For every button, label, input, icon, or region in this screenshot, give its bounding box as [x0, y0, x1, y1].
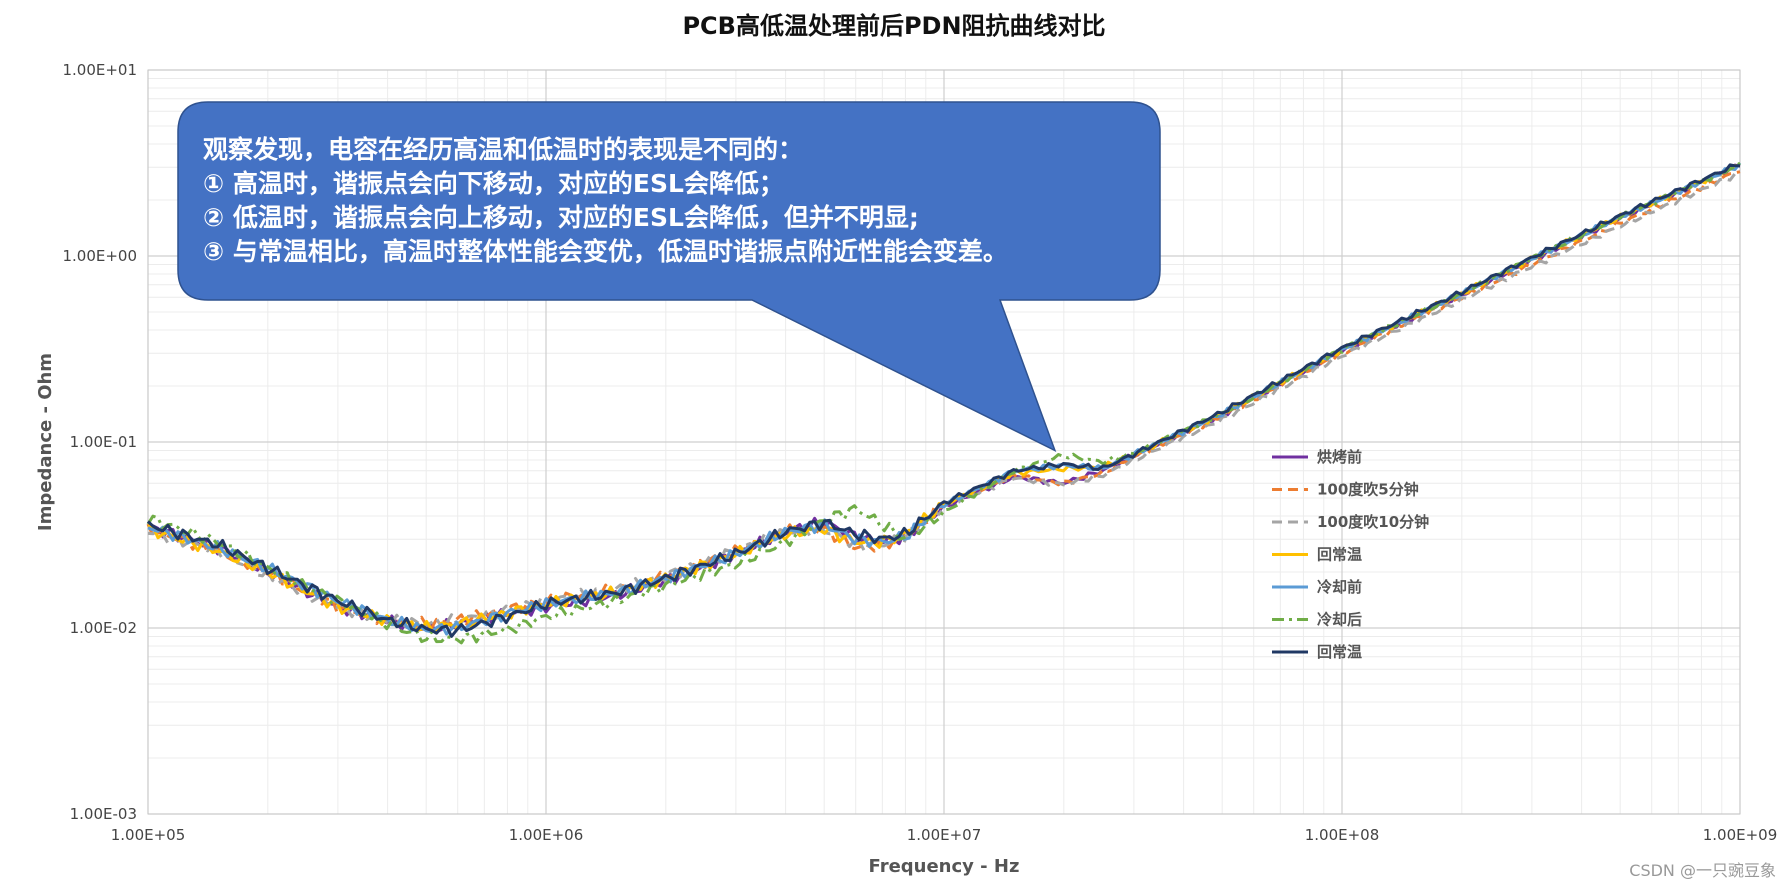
x-axis-ticks: 1.00E+05 1.00E+06 1.00E+07 1.00E+08 1.00E+09: [111, 826, 1778, 844]
x-tick-label: 1.00E+09: [1703, 826, 1778, 844]
y-tick-label: 1.00E-03: [70, 805, 137, 823]
legend-label: 100度吹10分钟: [1317, 513, 1429, 531]
x-tick-label: 1.00E+08: [1305, 826, 1380, 844]
legend-label: 回常温: [1317, 546, 1362, 564]
x-tick-label: 1.00E+05: [111, 826, 186, 844]
series-line: [147, 170, 1741, 629]
plot-area-border: [147, 69, 1741, 815]
x-tick-label: 1.00E+07: [907, 826, 982, 844]
y-tick-label: 1.00E+00: [62, 247, 137, 265]
legend-label: 100度吹5分钟: [1317, 481, 1419, 499]
callout-line: 观察发现，电容在经历高温和低温时的表现是不同的：: [203, 135, 803, 164]
annotation-callout: 观察发现，电容在经历高温和低温时的表现是不同的： ① 高温时，谐振点会向下移动，对…: [177, 101, 1161, 453]
watermark: CSDN @一只豌豆象: [1629, 861, 1776, 880]
series-line: [146, 163, 1741, 638]
legend-label: 冷却后: [1317, 611, 1362, 629]
chart-title: PCB高低温处理前后PDN阻抗曲线对比: [682, 12, 1105, 40]
y-tick-label: 1.00E-02: [70, 619, 137, 637]
legend-label: 回常温: [1317, 643, 1362, 661]
legend-label: 冷却前: [1317, 578, 1362, 596]
callout-bubble: [177, 101, 1161, 453]
y-tick-label: 1.00E-01: [70, 433, 137, 451]
x-tick-label: 1.00E+06: [509, 826, 584, 844]
series-line: [146, 161, 1741, 645]
series-lines: [146, 161, 1742, 645]
callout-line: ② 低温时，谐振点会向上移动，对应的ESL会降低，但并不明显;: [203, 203, 919, 232]
y-axis-label: Impedance - Ohm: [35, 353, 56, 531]
y-tick-label: 1.00E+01: [62, 61, 137, 79]
x-axis-label: Frequency - Hz: [869, 856, 1020, 877]
y-axis-ticks: 1.00E-03 1.00E-02 1.00E-01 1.00E+00 1.00E+01: [62, 61, 137, 823]
callout-line: ③ 与常温相比，高温时整体性能会变优，低温时谐振点附近性能会变差。: [203, 237, 1008, 266]
callout-line: ① 高温时，谐振点会向下移动，对应的ESL会降低；: [203, 169, 784, 198]
legend-label: 烘烤前: [1317, 448, 1362, 466]
callout-text-lines: 观察发现，电容在经历高温和低温时的表现是不同的： ① 高温时，谐振点会向下移动，对…: [203, 135, 1008, 266]
